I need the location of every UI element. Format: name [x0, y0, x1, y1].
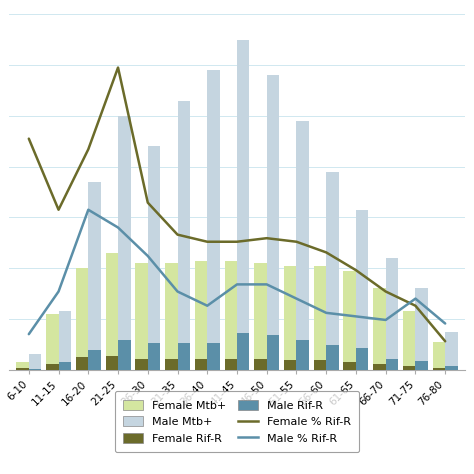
Bar [29, 355, 41, 370]
Bar [135, 358, 148, 370]
Bar [106, 356, 118, 370]
Bar [296, 121, 309, 370]
Bar [118, 116, 130, 370]
Bar [106, 253, 118, 370]
Bar [225, 261, 237, 370]
Bar [76, 268, 88, 370]
Bar [195, 358, 207, 370]
Bar [356, 210, 368, 370]
Bar [118, 340, 130, 370]
Bar [165, 358, 178, 370]
Bar [326, 346, 339, 370]
Bar [433, 368, 445, 370]
Bar [386, 258, 398, 370]
Bar [386, 358, 398, 370]
Bar [16, 362, 29, 370]
Bar [284, 360, 296, 370]
Bar [344, 271, 356, 370]
Bar [314, 265, 326, 370]
Bar [76, 357, 88, 370]
Bar [254, 263, 267, 370]
Bar [207, 343, 220, 370]
Bar [135, 263, 148, 370]
Bar [445, 365, 458, 370]
Bar [254, 358, 267, 370]
Bar [344, 362, 356, 370]
Bar [445, 332, 458, 370]
Bar [225, 358, 237, 370]
Bar [403, 365, 415, 370]
Bar [46, 364, 59, 370]
Bar [237, 333, 249, 370]
Bar [178, 100, 190, 370]
Bar [16, 368, 29, 370]
Bar [46, 314, 59, 370]
Bar [326, 172, 339, 370]
Bar [29, 369, 41, 370]
Bar [165, 263, 178, 370]
Bar [415, 361, 428, 370]
Bar [296, 340, 309, 370]
Legend: Female Mtb+, Male Mtb+, Female Rif-R, Male Rif-R, Female % Rif-R, Male % Rif-R: Female Mtb+, Male Mtb+, Female Rif-R, Ma… [115, 391, 359, 453]
Bar [415, 289, 428, 370]
Bar [59, 362, 71, 370]
Bar [207, 70, 220, 370]
Bar [403, 311, 415, 370]
Bar [284, 265, 296, 370]
Bar [373, 289, 386, 370]
Bar [88, 182, 101, 370]
Bar [314, 360, 326, 370]
Bar [237, 40, 249, 370]
Bar [433, 342, 445, 370]
Bar [148, 343, 160, 370]
Bar [178, 343, 190, 370]
Bar [356, 348, 368, 370]
Bar [195, 261, 207, 370]
Bar [267, 75, 279, 370]
Bar [88, 350, 101, 370]
Bar [373, 364, 386, 370]
Bar [148, 146, 160, 370]
Bar [267, 335, 279, 370]
Bar [59, 311, 71, 370]
